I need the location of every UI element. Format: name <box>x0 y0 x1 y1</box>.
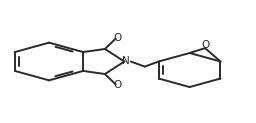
Text: O: O <box>114 33 122 43</box>
Text: O: O <box>114 80 122 90</box>
Text: N: N <box>122 56 130 67</box>
Text: O: O <box>201 40 209 50</box>
